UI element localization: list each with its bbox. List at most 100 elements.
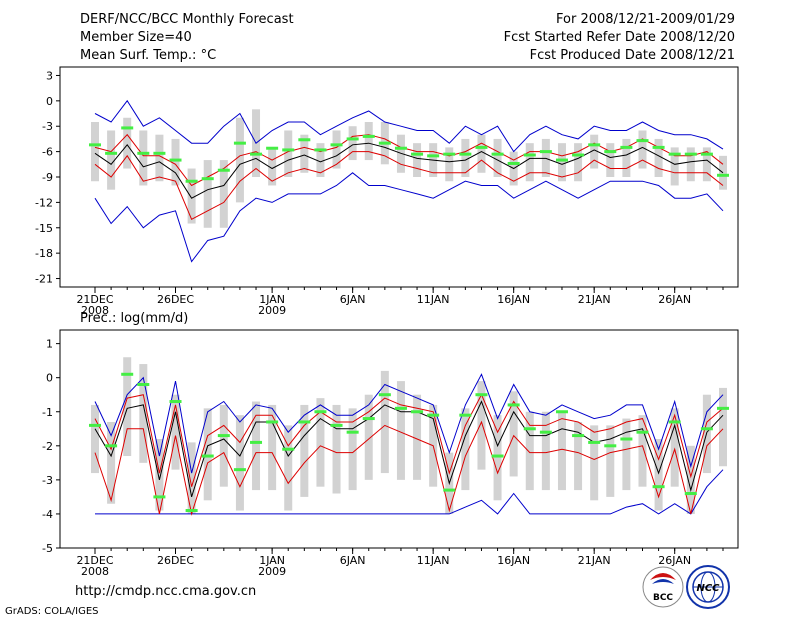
box-bar [364, 394, 373, 480]
box-bar [203, 408, 212, 501]
y-tick-label: 3 [46, 69, 53, 82]
box-bar [461, 138, 470, 177]
box-bar [284, 425, 293, 511]
observed-marker [475, 393, 488, 397]
observed-marker [153, 495, 166, 499]
precip-title: Prec.: log(mm/d) [80, 311, 188, 326]
observed-marker [282, 447, 295, 451]
observed-marker [572, 434, 585, 438]
y-tick-label: -6 [42, 146, 53, 159]
box-bar [525, 143, 534, 182]
box-bar [493, 138, 502, 177]
lower-line [94, 151, 724, 220]
box-bar [268, 404, 277, 491]
observed-marker [201, 177, 214, 181]
x-tick-year: 2008 [81, 304, 109, 317]
observed-marker [89, 143, 101, 147]
box-bar [123, 357, 132, 457]
box-bar [219, 160, 228, 228]
box-bar [348, 126, 357, 161]
observed-marker [604, 150, 617, 154]
box-bar [123, 117, 132, 169]
observed-marker [620, 437, 633, 441]
observed-marker [250, 440, 263, 444]
y-tick-label: -2 [42, 440, 53, 453]
observed-marker [298, 420, 311, 424]
box-bar [171, 138, 180, 186]
observed-marker [636, 139, 649, 143]
source-url[interactable]: http://cmdp.ncc.cma.gov.cn [75, 584, 256, 599]
x-tick-label: 16JAN [497, 554, 530, 567]
box-bar [380, 370, 389, 474]
observed-marker [362, 134, 375, 138]
y-tick-label: 0 [46, 95, 53, 108]
box-bar [719, 387, 727, 467]
bcc-logo-text: BCC [653, 593, 673, 603]
y-tick-label: -3 [42, 120, 53, 133]
box-bar [219, 404, 228, 487]
box-bar [574, 143, 583, 182]
observed-marker [507, 403, 520, 407]
observed-marker [443, 152, 456, 156]
box-bar [590, 425, 599, 501]
y-tick-label: -15 [35, 222, 53, 235]
forecast-period: For 2008/12/21-2009/01/29 [556, 12, 735, 27]
observed-marker [555, 158, 568, 162]
observed-marker [105, 151, 118, 155]
box-bar [574, 421, 583, 491]
y-tick-label: -21 [35, 273, 53, 286]
box-bar [445, 147, 454, 182]
observed-marker [362, 417, 375, 421]
y-tick-label: -12 [35, 196, 53, 209]
observed-marker [121, 126, 134, 130]
observed-marker [314, 148, 327, 152]
observed-marker [459, 413, 472, 417]
box-bar [107, 130, 116, 190]
y-tick-label: -18 [35, 247, 53, 260]
observed-marker [427, 154, 440, 158]
x-tick-label: 11JAN [417, 293, 450, 306]
box-bar [557, 143, 566, 182]
box-bar [332, 130, 341, 169]
box-bar [203, 160, 212, 228]
observed-marker [266, 146, 279, 150]
observed-marker [668, 152, 681, 156]
box-bar [300, 404, 309, 497]
observed-marker [330, 423, 343, 427]
observed-marker [266, 420, 279, 424]
observed-marker [620, 145, 633, 149]
observed-marker [217, 168, 230, 172]
observed-marker [185, 179, 198, 183]
member-size: Member Size=40 [80, 30, 192, 45]
max-line [94, 99, 724, 153]
observed-marker [346, 430, 359, 434]
min-line [95, 469, 724, 515]
ncc-logo: NCC [686, 565, 730, 609]
observed-marker [443, 488, 456, 492]
box-bar [509, 391, 518, 477]
box-bar [622, 418, 631, 491]
box-bar [413, 394, 422, 480]
x-tick-label: 21JAN [578, 554, 611, 567]
observed-marker [250, 152, 263, 156]
observed-marker [717, 406, 729, 410]
observed-marker [298, 138, 311, 142]
box-bar [364, 122, 373, 161]
y-tick-label: -4 [42, 508, 53, 521]
min-line [94, 172, 724, 263]
y-tick-label: -1 [42, 406, 53, 419]
observed-marker [700, 427, 713, 431]
box-bar [622, 138, 631, 177]
box-bar [300, 134, 309, 173]
bcc-logo: BCC [642, 566, 684, 608]
observed-marker [282, 148, 295, 152]
box-bar [461, 408, 470, 491]
x-tick-label: 11JAN [417, 554, 450, 567]
started-refer-date: Fcst Started Refer Date 2008/12/20 [504, 30, 735, 45]
observed-marker [572, 153, 585, 157]
box-bar [606, 425, 615, 497]
upper-line [94, 393, 724, 487]
observed-marker [394, 406, 407, 410]
box-bar [187, 168, 196, 224]
